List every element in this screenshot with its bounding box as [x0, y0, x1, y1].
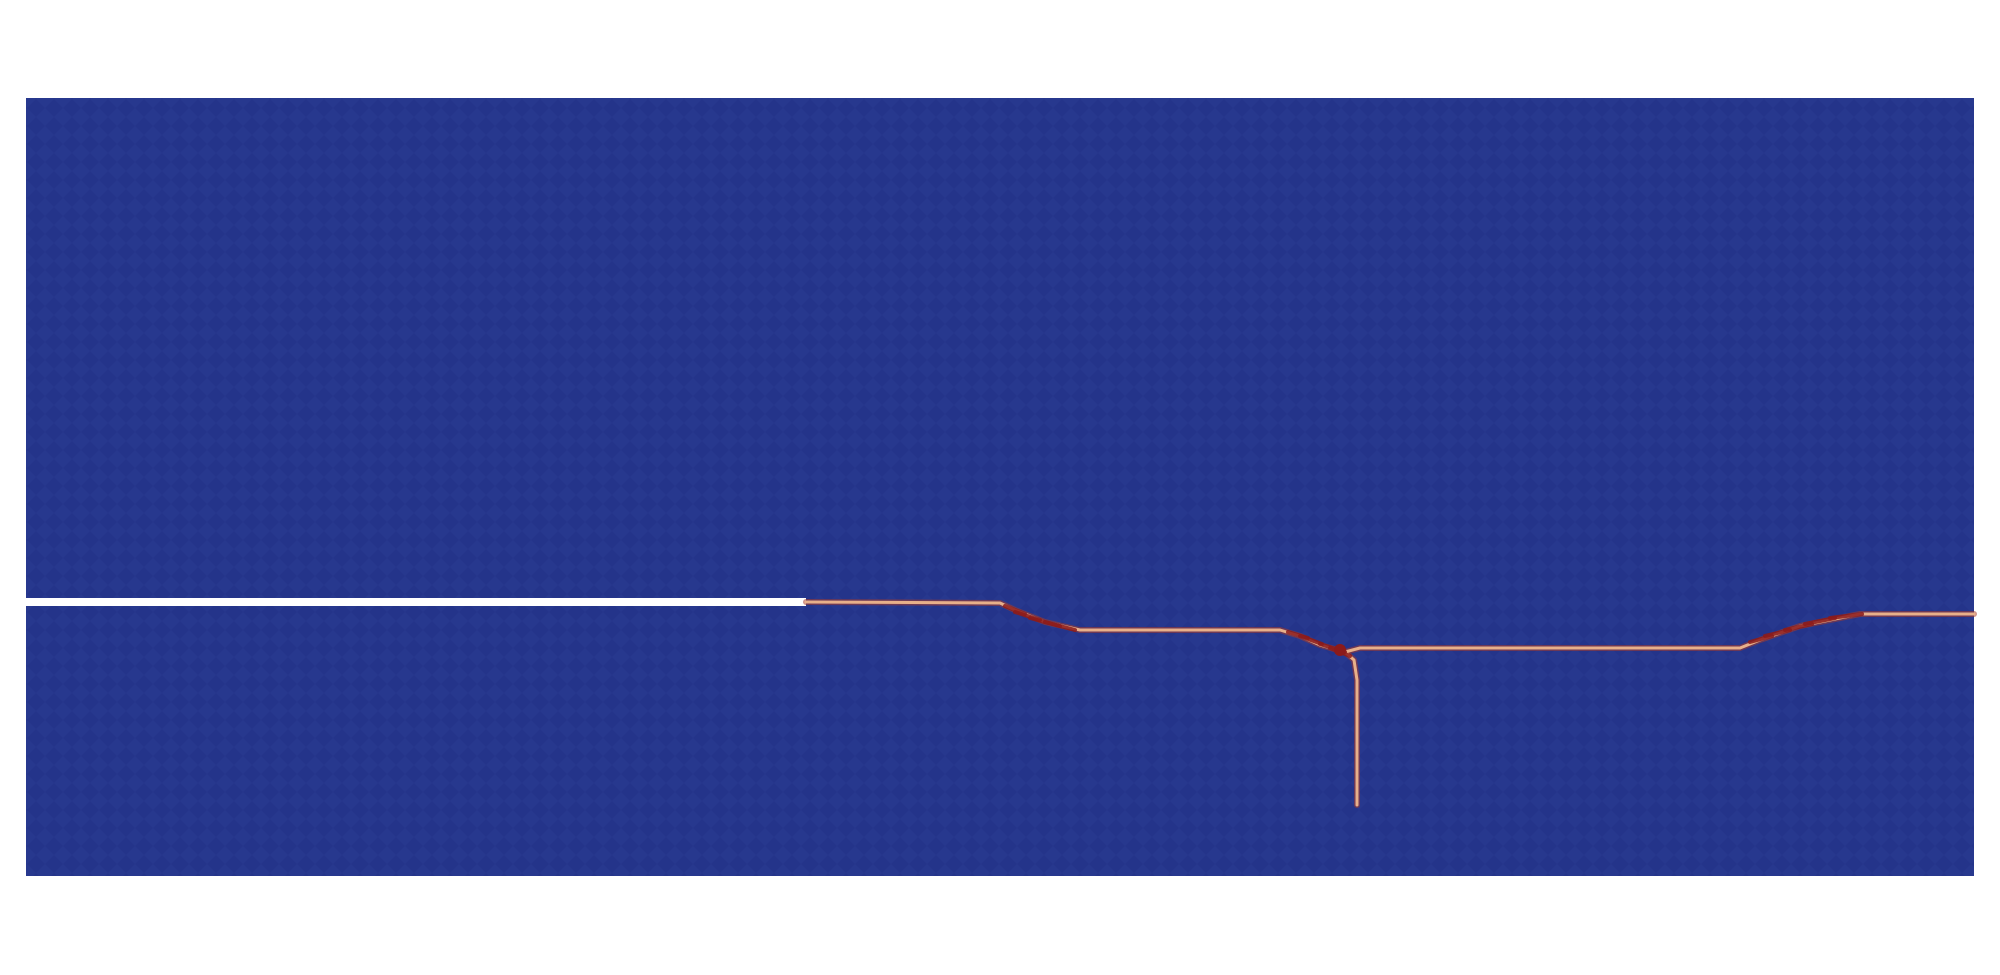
crack-damage-zone-6	[1298, 634, 1324, 646]
crack-damage-zone-13	[1828, 612, 1864, 620]
initial-notch	[26, 598, 806, 606]
crack-damage-zone-4	[1043, 620, 1077, 632]
crack-junction	[1334, 644, 1346, 656]
crack-path-group	[803, 599, 1977, 808]
specimen-ligament-region	[806, 596, 1974, 608]
specimen-upper-region	[26, 98, 1974, 598]
